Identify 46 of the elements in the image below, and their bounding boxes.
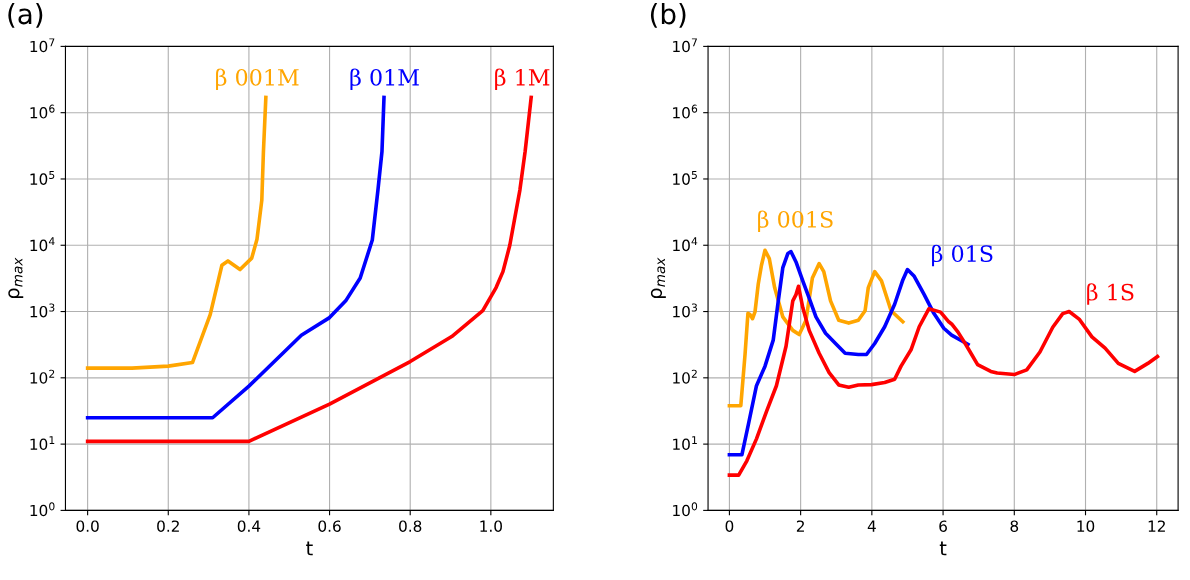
series-label: β 1M — [495, 68, 550, 91]
series-label: β 001M — [216, 68, 299, 91]
series-label: β 1S — [1087, 283, 1134, 305]
y-tick-label: 10$^{1}$ — [30, 436, 55, 451]
y-tick-label: 10$^{5}$ — [30, 171, 55, 185]
y-tick-label: 10$^{0}$ — [673, 502, 698, 517]
x-tick-label: 0.0 — [76, 520, 99, 532]
series-label: β 01S — [932, 244, 993, 267]
y-tick-label: 10$^{2}$ — [673, 369, 697, 384]
y-tick-label: 10$^{6}$ — [673, 104, 698, 119]
y-tick-label: 10$^{5}$ — [673, 171, 697, 185]
y-axis-title: ρ$_{max}$ — [8, 257, 24, 299]
y-tick-label: 10$^{4}$ — [30, 237, 55, 252]
x-tick-label: 2 — [796, 520, 804, 532]
x-tick-label: 10 — [1077, 520, 1095, 532]
y-axis-title: ρ$_{max}$ — [650, 257, 666, 299]
line-series — [85, 95, 268, 370]
line-series — [727, 284, 1160, 477]
y-tick-label: 10$^{1}$ — [673, 436, 697, 451]
x-tick-label: 0.2 — [157, 520, 179, 532]
x-tick-label: 1.0 — [480, 520, 502, 532]
chart-title: (a) — [8, 2, 43, 28]
y-tick-label: 10$^{2}$ — [30, 369, 55, 384]
line-series — [85, 95, 533, 444]
x-tick-label: 0.8 — [399, 520, 422, 532]
y-tick-label: 10$^{7}$ — [673, 38, 697, 53]
y-tick-label: 10$^{0}$ — [30, 502, 55, 517]
y-tick-label: 10$^{3}$ — [673, 303, 697, 318]
x-tick-label: 8 — [1010, 520, 1019, 532]
x-tick-label: 0.4 — [237, 520, 261, 532]
y-tick-label: 10$^{3}$ — [30, 303, 55, 318]
chart-title: (b) — [650, 2, 686, 28]
series-label: β 001S — [758, 210, 833, 232]
y-tick-label: 10$^{7}$ — [30, 38, 55, 53]
y-tick-label: 10$^{6}$ — [30, 104, 55, 119]
line-series — [85, 95, 386, 420]
series-label: β 01M — [350, 68, 419, 91]
y-tick-label: 10$^{4}$ — [673, 237, 698, 252]
x-tick-label: 6 — [939, 520, 947, 532]
x-tick-label: 0 — [725, 520, 734, 532]
line-series — [727, 248, 905, 408]
x-tick-label: 4 — [867, 520, 876, 532]
x-tick-label: 0.6 — [318, 520, 341, 532]
x-tick-label: 12 — [1148, 520, 1165, 532]
x-axis-title: t — [939, 541, 947, 556]
x-axis-title: t — [306, 541, 313, 556]
